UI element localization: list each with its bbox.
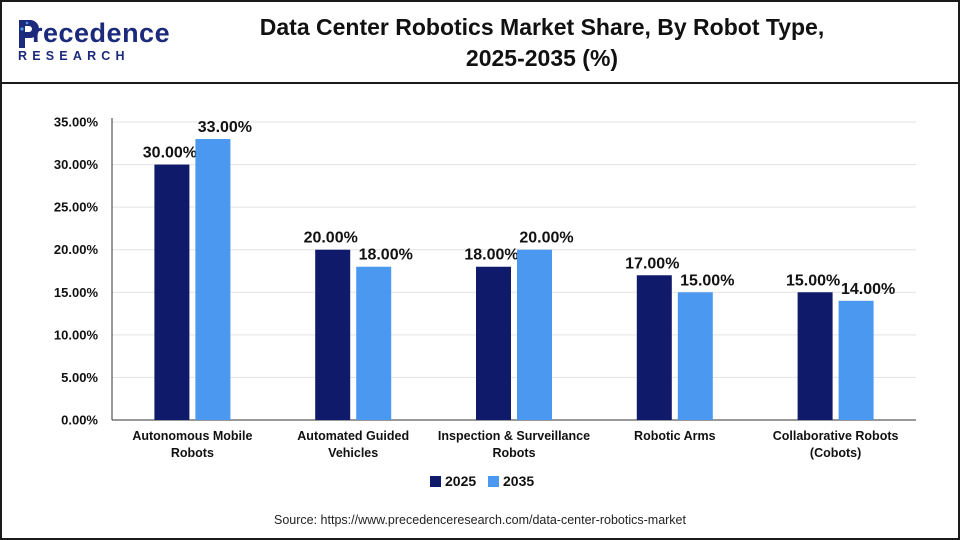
- bar-2025: [636, 275, 672, 420]
- chart-title: Data Center Robotics Market Share, By Ro…: [212, 12, 872, 74]
- x-tick-label: (Cobots): [810, 446, 861, 460]
- data-label: 30.00%: [143, 145, 197, 162]
- y-tick-label: 30.00%: [54, 157, 99, 172]
- bar-chart: 0.00% 5.00% 10.00% 15.00% 20.00% 25.00% 30.00%…: [54, 115, 916, 489]
- bar-2025: [154, 164, 190, 420]
- bar-2025: [315, 249, 351, 420]
- source-note: Source: https://www.precedenceresearch.c…: [274, 513, 686, 527]
- bar-2035: [677, 292, 713, 420]
- legend-label: 2035: [503, 473, 534, 489]
- y-tick-label: 25.00%: [54, 200, 99, 215]
- x-tick-label: Robotic Arms: [634, 429, 716, 443]
- x-tick-label: Collaborative Robots: [773, 429, 899, 443]
- data-label: 20.00%: [519, 230, 573, 247]
- legend-label: 2025: [445, 473, 476, 489]
- data-label: 15.00%: [680, 272, 734, 289]
- bar-2035: [356, 266, 392, 420]
- data-label: 17.00%: [625, 255, 679, 272]
- y-tick-label: 10.00%: [54, 327, 99, 342]
- x-tick-label: Vehicles: [328, 446, 378, 460]
- y-tick-label: 20.00%: [54, 242, 99, 257]
- x-tick-label: Inspection & Surveillance: [438, 429, 590, 443]
- data-label: 20.00%: [304, 230, 358, 247]
- logo-subtitle: RESEARCH: [18, 49, 130, 63]
- y-tick-label: 15.00%: [54, 285, 99, 300]
- logo-wordmark: recedence: [32, 18, 171, 48]
- data-label: 18.00%: [464, 247, 518, 264]
- legend-swatch-2025: [430, 476, 441, 487]
- header: recedence RESEARCH Data Center Robotics …: [2, 2, 958, 82]
- bar-2035: [195, 139, 231, 420]
- x-tick-label: Robots: [171, 446, 214, 460]
- brand-logo: recedence RESEARCH: [16, 16, 170, 66]
- x-tick-label: Robots: [492, 446, 535, 460]
- data-label: 15.00%: [786, 272, 840, 289]
- y-tick-label: 35.00%: [54, 115, 99, 130]
- x-tick-label: Automated Guided: [297, 429, 409, 443]
- logo-p-icon: [19, 20, 39, 48]
- bar-2035: [838, 300, 874, 420]
- data-label: 14.00%: [841, 281, 895, 298]
- data-label: 33.00%: [198, 119, 252, 136]
- data-label: 18.00%: [359, 247, 413, 264]
- chart-title-line1: Data Center Robotics Market Share, By Ro…: [259, 14, 825, 40]
- chart-title-line2: 2025-2035 (%): [465, 45, 619, 71]
- bar-2025: [476, 266, 511, 420]
- header-divider: [2, 82, 958, 84]
- y-tick-label: 5.00%: [61, 370, 98, 385]
- bar-2035: [517, 249, 552, 420]
- bar-2025: [797, 292, 833, 420]
- x-tick-label: Autonomous Mobile: [132, 429, 252, 443]
- y-tick-label: 0.00%: [61, 413, 98, 428]
- legend-swatch-2035: [488, 476, 499, 487]
